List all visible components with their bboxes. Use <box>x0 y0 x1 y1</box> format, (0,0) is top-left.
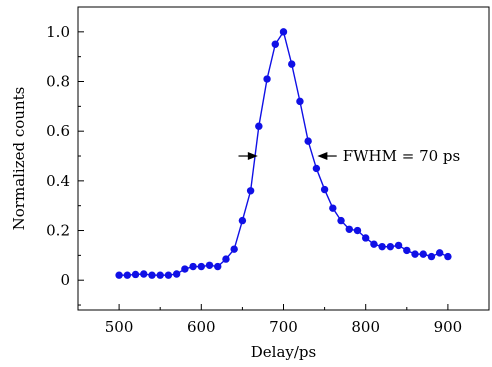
data-point <box>362 234 370 242</box>
x-tick-label: 800 <box>351 318 380 336</box>
y-tick-label: 0.8 <box>46 73 70 91</box>
y-tick-label: 0 <box>60 271 70 289</box>
x-tick-label: 900 <box>434 318 463 336</box>
data-point <box>329 204 337 212</box>
x-axis-title: Delay/ps <box>251 343 316 361</box>
data-point <box>189 262 197 271</box>
x-tick-label: 700 <box>269 318 298 336</box>
fwhm-left-arrowhead <box>247 152 258 161</box>
data-point <box>337 216 345 225</box>
data-point <box>156 271 164 279</box>
data-point <box>255 122 263 130</box>
data-point <box>370 240 378 248</box>
fwhm-right-arrowhead <box>317 152 328 161</box>
data-point <box>238 216 247 225</box>
data-point <box>172 270 181 278</box>
data-point <box>435 249 444 257</box>
data-point <box>181 265 189 273</box>
data-point <box>115 271 123 279</box>
data-point <box>140 270 148 278</box>
data-point <box>444 252 452 261</box>
data-point <box>312 164 321 173</box>
data-point <box>246 187 255 195</box>
data-point <box>296 97 304 106</box>
data-point <box>164 271 173 279</box>
data-point <box>148 271 156 279</box>
x-tick-label: 500 <box>105 318 134 336</box>
y-tick-label: 0.2 <box>46 222 70 240</box>
y-axis-title: Normalized counts <box>10 87 28 231</box>
data-point <box>378 242 386 251</box>
axis-tick-labels: 500 600 700 800 900 0 0.2 0.4 0.6 0.8 1.0 <box>46 23 462 336</box>
data-point <box>263 75 271 83</box>
data-point <box>271 40 279 48</box>
data-point <box>386 242 395 251</box>
data-point <box>288 60 296 68</box>
axis-ticks <box>78 6 490 310</box>
data-point <box>123 271 132 279</box>
data-point <box>222 255 230 263</box>
data-point <box>131 270 140 279</box>
fwhm-annotation-label: FWHM = 70 ps <box>343 147 461 165</box>
data-point <box>345 225 353 233</box>
data-point <box>403 246 411 255</box>
data-point <box>230 245 238 253</box>
data-point <box>279 28 288 36</box>
data-point <box>304 137 312 145</box>
y-tick-label: 0.4 <box>46 172 70 190</box>
y-tick-label: 1.0 <box>46 23 70 41</box>
data-point <box>320 185 329 194</box>
series-points <box>115 28 452 279</box>
data-point <box>353 226 362 235</box>
x-tick-label: 600 <box>187 318 216 336</box>
data-point <box>394 241 403 250</box>
annotation-layer: FWHM = 70 ps <box>238 147 461 165</box>
data-point <box>205 261 214 269</box>
y-tick-label: 0.6 <box>46 122 70 140</box>
data-point <box>427 252 436 261</box>
data-point <box>214 262 222 271</box>
data-point <box>419 250 427 258</box>
data-point <box>411 250 419 258</box>
data-point <box>197 262 205 271</box>
